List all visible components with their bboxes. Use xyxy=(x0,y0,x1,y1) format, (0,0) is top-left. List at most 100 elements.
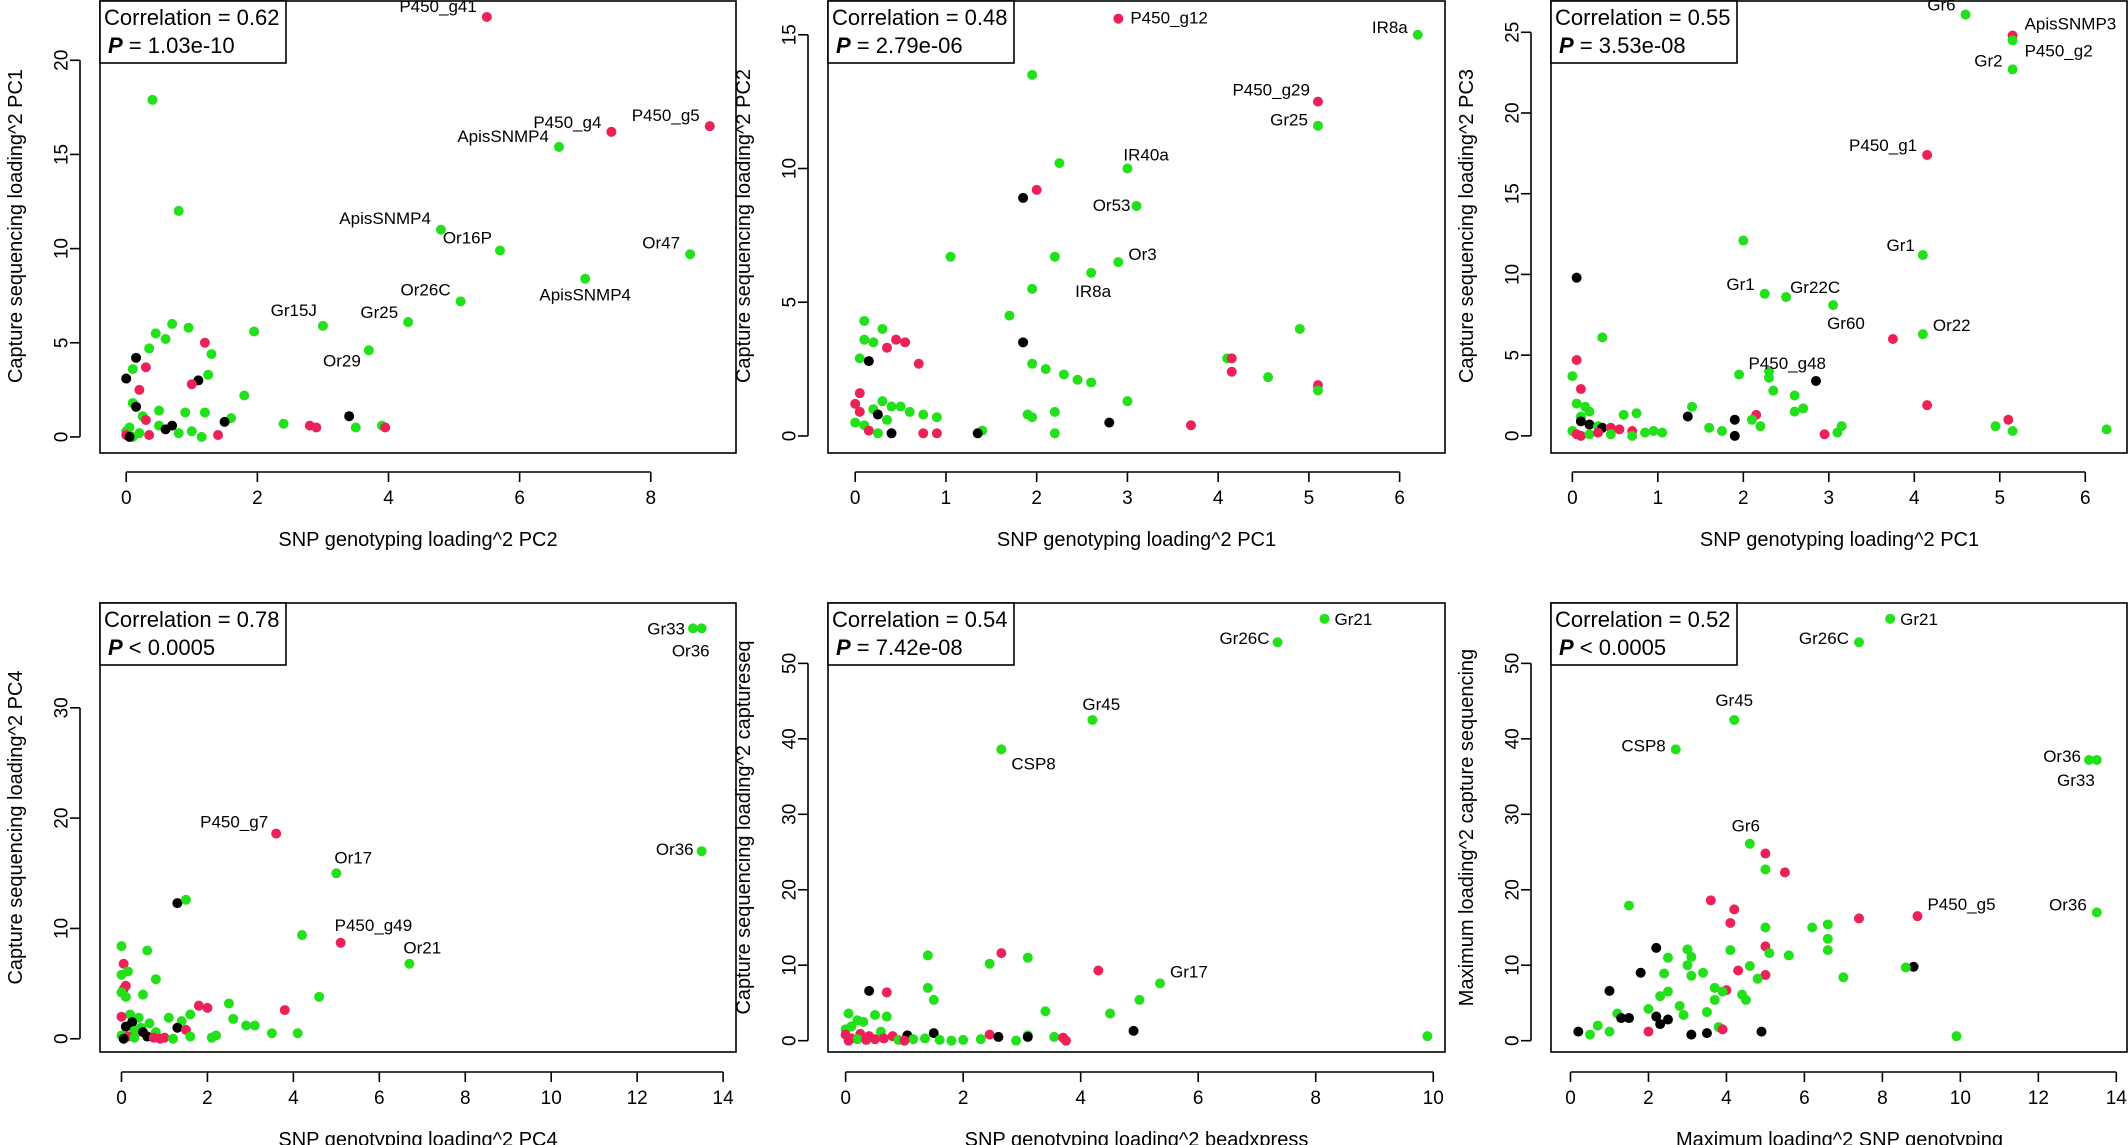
data-point xyxy=(116,941,127,952)
data-point xyxy=(1853,913,1864,924)
data-point xyxy=(2007,426,2018,437)
data-point xyxy=(120,1021,131,1032)
data-point xyxy=(1704,422,1715,433)
data-point xyxy=(1584,429,1595,440)
data-point xyxy=(1768,385,1779,396)
data-point xyxy=(1716,426,1727,437)
x-tick-label: 6 xyxy=(1799,1088,1810,1109)
data-point xyxy=(183,322,194,333)
data-point xyxy=(131,401,142,412)
data-point xyxy=(934,1034,945,1045)
data-point xyxy=(1725,917,1736,928)
data-point xyxy=(1655,991,1666,1002)
data-point xyxy=(350,422,361,433)
point-label: Or36 xyxy=(656,840,694,859)
data-point xyxy=(1575,416,1586,427)
x-tick-label: 4 xyxy=(1909,488,1920,509)
data-point xyxy=(1616,1013,1627,1024)
data-point xyxy=(922,982,933,993)
data-point xyxy=(854,406,865,417)
x-tick-label: 2 xyxy=(252,488,263,509)
data-point xyxy=(1779,867,1790,878)
data-point xyxy=(172,898,183,909)
data-point xyxy=(1744,960,1755,971)
data-point xyxy=(1049,251,1060,262)
point-label: Gr1 xyxy=(1726,275,1754,294)
x-tick-label: 2 xyxy=(958,1088,969,1109)
p-value-text: P = 3.53e-08 xyxy=(1559,33,1686,58)
data-point xyxy=(1670,744,1681,755)
data-point xyxy=(344,411,355,422)
data-point xyxy=(1682,944,1693,955)
y-tick-label: 20 xyxy=(52,50,73,71)
data-point xyxy=(877,323,888,334)
data-point xyxy=(895,401,906,412)
data-point xyxy=(859,334,870,345)
data-point xyxy=(142,945,153,956)
data-point xyxy=(241,1020,252,1031)
data-point xyxy=(1701,1028,1712,1039)
data-point xyxy=(928,1028,939,1039)
data-point xyxy=(118,958,129,969)
data-point xyxy=(1687,401,1698,412)
point-label: IR40a xyxy=(1123,145,1169,164)
data-point xyxy=(168,1033,179,1044)
data-point xyxy=(266,1028,277,1039)
data-point xyxy=(1072,374,1083,385)
data-point xyxy=(199,407,210,418)
x-tick-label: 4 xyxy=(1721,1088,1732,1109)
y-tick-label: 5 xyxy=(1503,350,1524,361)
data-point xyxy=(1781,292,1792,303)
x-tick-label: 6 xyxy=(2080,488,2091,509)
data-point xyxy=(1682,960,1693,971)
data-point xyxy=(1655,1019,1666,1030)
data-point xyxy=(975,1034,986,1045)
y-tick-label: 20 xyxy=(52,808,73,829)
data-point xyxy=(1294,323,1305,334)
data-point xyxy=(1662,1014,1673,1025)
data-point xyxy=(868,337,879,348)
data-point xyxy=(249,326,260,337)
point-label: Gr25 xyxy=(1270,111,1308,130)
x-tick-label: 1 xyxy=(1653,488,1664,509)
data-point xyxy=(878,1033,889,1044)
data-point xyxy=(1571,398,1582,409)
data-point xyxy=(481,11,492,22)
point-label: ApisSNMP4 xyxy=(539,286,631,305)
data-point xyxy=(196,431,207,442)
data-point xyxy=(317,320,328,331)
point-label: Gr26C xyxy=(1799,629,1849,648)
data-point xyxy=(854,353,865,364)
point-label: CSP8 xyxy=(1621,736,1665,755)
data-point xyxy=(1422,1031,1433,1042)
data-point xyxy=(173,428,184,439)
data-point xyxy=(984,958,995,969)
data-point xyxy=(891,334,902,345)
x-axis-title: Maximum loading^2 SNP genotyping xyxy=(1676,1129,2003,1145)
data-point xyxy=(1828,300,1839,311)
point-label: P450_g41 xyxy=(399,0,477,16)
x-tick-label: 4 xyxy=(1213,488,1224,509)
x-tick-label: 10 xyxy=(541,1088,562,1109)
data-point xyxy=(1312,120,1323,131)
data-point xyxy=(1027,69,1038,80)
point-label: Gr17 xyxy=(1170,962,1208,981)
data-point xyxy=(919,1033,930,1044)
x-tick-label: 0 xyxy=(121,488,132,509)
y-tick-label: 15 xyxy=(780,24,801,45)
x-tick-label: 3 xyxy=(1122,488,1133,509)
point-label: Gr1 xyxy=(1887,236,1915,255)
data-point xyxy=(1584,406,1595,417)
y-tick-label: 0 xyxy=(780,1035,801,1046)
data-point xyxy=(1643,1026,1654,1037)
y-axis-title: Capture sequencing loading^2 PC2 xyxy=(733,69,755,383)
data-point xyxy=(2003,414,2014,425)
data-point xyxy=(1131,200,1142,211)
y-tick-label: 40 xyxy=(1503,728,1524,749)
data-point xyxy=(1698,967,1709,978)
data-point xyxy=(1717,1024,1728,1035)
point-label: Or17 xyxy=(334,848,372,867)
p-value: < 0.0005 xyxy=(1574,635,1666,660)
data-point xyxy=(118,1033,129,1044)
point-label: Gr45 xyxy=(1715,691,1753,710)
